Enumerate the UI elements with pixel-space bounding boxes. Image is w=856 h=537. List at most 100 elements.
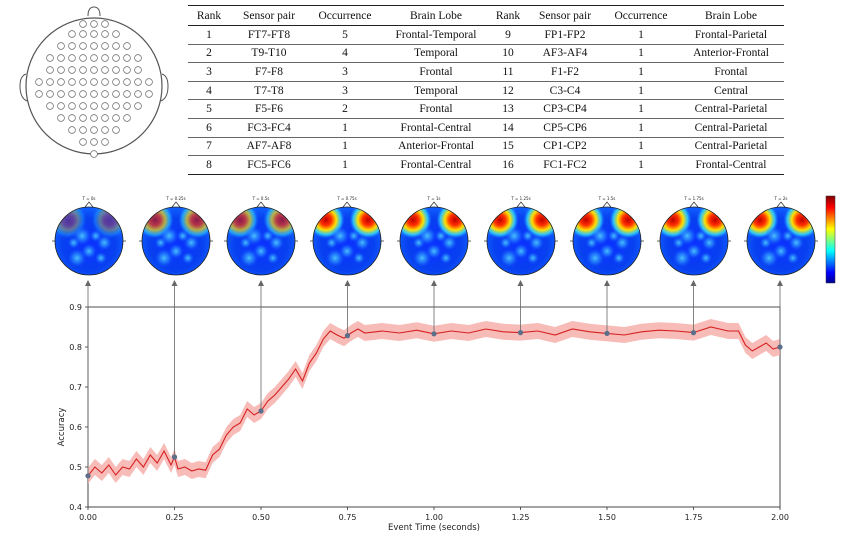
- electrode: [101, 54, 109, 62]
- table-cell: 2: [188, 44, 230, 64]
- table-cell: C3-C4: [526, 81, 604, 101]
- electrode: [90, 20, 98, 28]
- col-header-occurrence: Occurrence: [604, 5, 678, 26]
- table-row: 6 FC3-FC4 1 Frontal-Central 14 CP5-CP6 1 Centra…: [188, 118, 784, 138]
- topomap: T = 0s: [52, 196, 126, 276]
- electrode: [68, 102, 76, 110]
- topomap-time-label: T = 1.5s: [598, 196, 616, 201]
- electrode: [68, 90, 76, 98]
- activation-spot: [504, 226, 524, 246]
- activation-spot: [325, 248, 345, 268]
- table-row: 2 T9-T10 4 Temporal 10 AF3-AF4 1 Anterior-Front…: [188, 44, 784, 64]
- electrode: [68, 42, 76, 50]
- activation-spot: [672, 248, 692, 268]
- table-row: 7 AF7-AF8 1 Anterior-Frontal 15 CP1-CP2 1 Centr…: [188, 137, 784, 157]
- electrode: [68, 30, 76, 38]
- electrode: [46, 54, 54, 62]
- table-cell: 11: [490, 62, 526, 82]
- table-cell: T9-T10: [230, 44, 308, 64]
- topomap-nose: [171, 201, 181, 208]
- accuracy-confidence-band: [88, 319, 780, 484]
- activation-spot: [585, 248, 605, 268]
- electrode: [68, 126, 76, 134]
- electrode: [90, 54, 98, 62]
- electrode: [112, 30, 120, 38]
- electrode: [90, 90, 98, 98]
- accuracy-line: [87, 326, 781, 477]
- x-tick-label: 1.25: [512, 513, 530, 522]
- colorbar: [825, 195, 836, 284]
- activation-spot: [434, 229, 447, 243]
- connector-arrowhead: [690, 280, 697, 286]
- electrode: [79, 42, 87, 50]
- activation-spot: [612, 251, 626, 265]
- electrode: [134, 54, 142, 62]
- y-tick-label: 0.5: [69, 463, 82, 472]
- time-marker: [85, 473, 91, 479]
- table-cell: Frontal-Parietal: [678, 25, 784, 45]
- topomap-time-label: T = 2s: [774, 196, 788, 201]
- table-row: 5 F5-F6 2 Frontal 13 CP3-CP4 1 Central-Parietal: [188, 99, 784, 119]
- electrode: [101, 66, 109, 74]
- plot-area: 0.00 0.25 0.50 0.75 1.00 1.25 1.50 1.75 2.00 0.4 0…: [69, 280, 789, 522]
- table-cell: Frontal: [382, 62, 490, 82]
- connector-arrowhead: [604, 280, 610, 286]
- electrode: [57, 114, 65, 122]
- activation-spot: [521, 229, 534, 243]
- y-axis-label: Accuracy: [57, 408, 67, 447]
- electrode: [35, 90, 43, 98]
- electrode: [134, 102, 142, 110]
- time-marker: [431, 331, 437, 337]
- table-cell: 13: [490, 99, 526, 119]
- topomap: T = 1.5s: [570, 196, 644, 276]
- topomap-nose: [602, 201, 612, 208]
- table-cell: 4: [188, 81, 230, 101]
- y-tick-label: 0.9: [69, 303, 82, 312]
- x-tick-label: 0.50: [252, 513, 270, 522]
- table-cell: Central-Parietal: [678, 118, 784, 138]
- electrode: [90, 42, 98, 50]
- table-cell: 14: [490, 118, 526, 138]
- sensor-pair-table: Rank Sensor pair Occurrence Brain Lobe R…: [188, 5, 784, 175]
- table-cell: AF3-AF4: [526, 44, 604, 64]
- table-cell: Frontal-Temporal: [382, 25, 490, 45]
- electrode-grid: [35, 20, 153, 158]
- eeg-electrode-montage: [19, 6, 169, 158]
- connector-arrowhead: [171, 280, 178, 286]
- table-cell: FC5-FC6: [230, 155, 308, 175]
- table-cell: Temporal: [382, 44, 490, 64]
- table-cell: Central-Parietal: [678, 137, 784, 157]
- left-ear-outline: [19, 73, 28, 102]
- table-cell: T7-T8: [230, 81, 308, 101]
- activation-spot: [261, 229, 274, 243]
- electrode: [145, 90, 153, 98]
- electrode: [68, 54, 76, 62]
- table-cell: 1: [604, 44, 678, 64]
- activation-spot: [439, 251, 453, 265]
- table-cell: 6: [188, 118, 230, 138]
- activation-spot: [67, 248, 87, 268]
- right-ear-outline: [160, 73, 169, 102]
- activation-spot: [72, 226, 92, 246]
- electrode: [35, 78, 43, 86]
- x-axis-label: Event Time (seconds): [388, 523, 480, 533]
- table-cell: F7-F8: [230, 62, 308, 82]
- activation-spot: [417, 226, 437, 246]
- activation-spot: [781, 229, 794, 243]
- activation-spot: [94, 251, 108, 265]
- y-tick-label: 0.6: [69, 423, 82, 432]
- topomap-nose: [689, 201, 699, 208]
- electrode: [90, 114, 98, 122]
- electrode: [68, 78, 76, 86]
- electrode: [123, 102, 131, 110]
- electrode: [68, 114, 76, 122]
- time-marker: [517, 330, 524, 336]
- col-header-sensor-pair: Sensor pair: [230, 5, 308, 26]
- activation-spot: [764, 226, 784, 246]
- topomap: T = 0.25s: [139, 196, 213, 276]
- electrode: [123, 66, 131, 74]
- time-marker: [690, 330, 697, 336]
- activation-spot: [590, 226, 610, 246]
- accuracy-chart: T = 0s T = 0.25s T = 0.5s T = 0.75s T = 1s T …: [52, 195, 836, 533]
- activation-spot: [181, 251, 195, 265]
